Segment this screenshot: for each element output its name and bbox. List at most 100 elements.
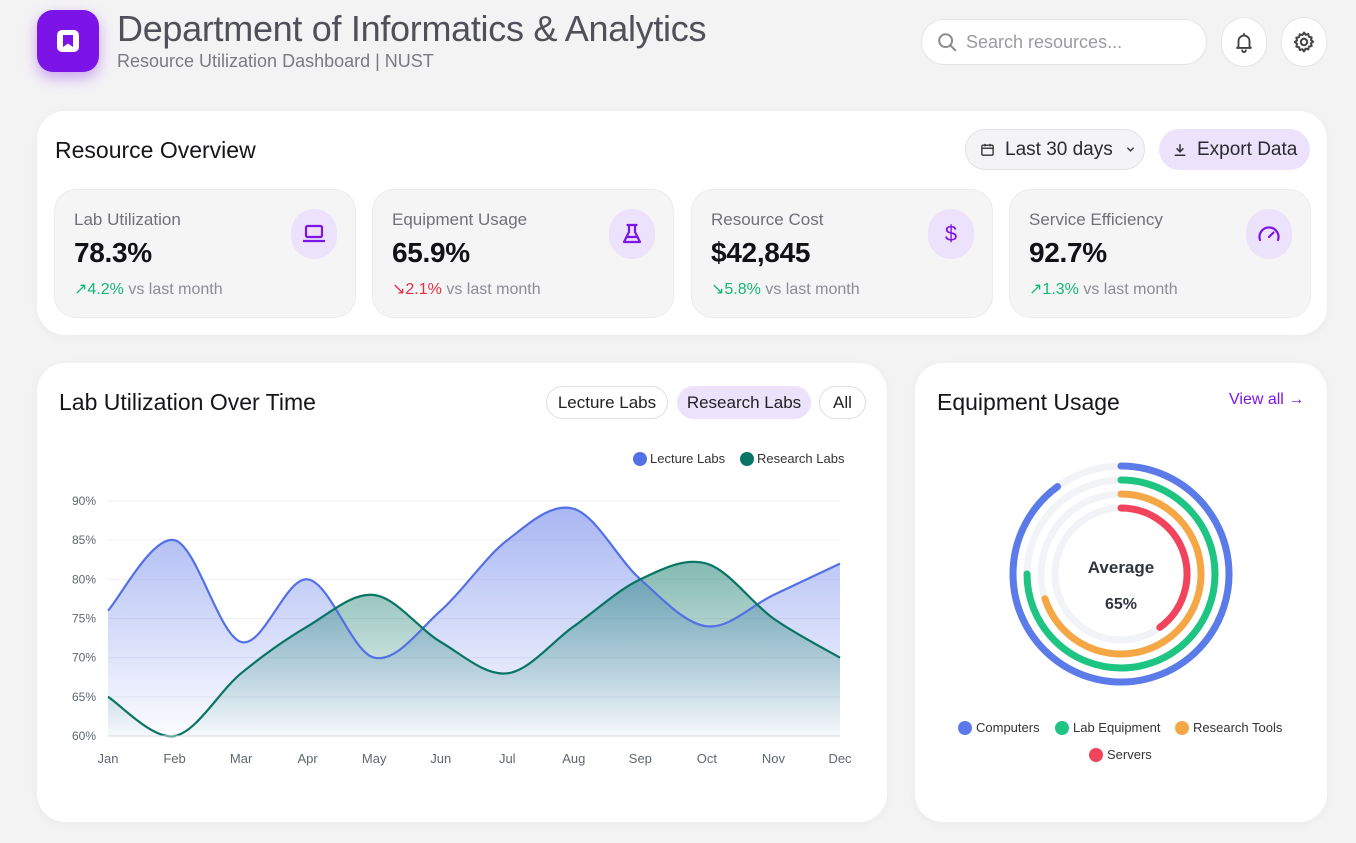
legend-dot	[1175, 721, 1189, 735]
download-icon	[1174, 143, 1186, 156]
resource-overview-card: Resource Overview Last 30 days Export Da…	[37, 111, 1327, 335]
notifications-button[interactable]	[1221, 17, 1267, 67]
trend-up-icon: ↗	[74, 281, 88, 298]
stat-trend: ↘5.8% vs last month	[711, 279, 860, 299]
ring-servers	[1117, 504, 1191, 631]
y-tick-label: 70%	[72, 651, 96, 665]
x-tick-label: Apr	[298, 751, 319, 766]
legend-label: Research Tools	[1193, 720, 1283, 735]
chevron-down-icon	[1126, 147, 1134, 152]
stat-value: $42,845	[711, 237, 811, 268]
x-tick-label: Sep	[629, 751, 652, 766]
stat-card-lab-utilization: Lab Utilization 78.3% ↗4.2% vs last mont…	[54, 189, 356, 318]
stat-label: Resource Cost	[711, 210, 824, 229]
stat-change: 4.2%	[87, 281, 124, 298]
x-tick-label: May	[362, 751, 387, 766]
stat-trend: ↗4.2% vs last month	[74, 279, 223, 299]
center-value: 65%	[1105, 596, 1137, 613]
dashboard: Department of Informatics & Analytics Re…	[10, 0, 1356, 843]
legend-dot	[958, 721, 972, 735]
stat-change-suffix: vs last month	[446, 281, 541, 298]
x-tick-label: Oct	[697, 751, 718, 766]
page-title: Department of Informatics & Analytics	[117, 8, 707, 49]
x-tick-label: Feb	[163, 751, 185, 766]
stat-trend: ↘2.1% vs last month	[392, 279, 541, 299]
stat-card-resource-cost: Resource Cost $42,845 ↘5.8% vs last mont…	[691, 189, 993, 318]
search-icon	[938, 33, 957, 52]
toggle-lecture-labs[interactable]: Lecture Labs	[546, 386, 668, 419]
stat-change: 5.8%	[724, 281, 761, 298]
radial-chart: Average 65% Computers Lab Equipment Research…	[958, 462, 1283, 762]
stat-value: 78.3%	[74, 237, 152, 268]
stat-card-equipment-usage: Equipment Usage 65.9% ↘2.1% vs last mont…	[372, 189, 674, 318]
y-tick-label: 65%	[72, 690, 96, 704]
stat-change-suffix: vs last month	[128, 281, 223, 298]
legend-dot	[1089, 748, 1103, 762]
line-chart: 60% 65% 70% 75% 80% 85% 90% Jan Feb Mar Apr May Jun J…	[72, 451, 852, 766]
lab-utilization-card: Lab Utilization Over Time Lecture Labs R…	[37, 363, 887, 822]
export-data-button[interactable]: Export Data	[1159, 129, 1310, 170]
y-tick-label: 80%	[72, 572, 96, 586]
overview-title: Resource Overview	[55, 137, 256, 163]
dollar-icon: $	[928, 209, 974, 259]
x-tick-label: Jan	[98, 751, 119, 766]
x-tick-label: Nov	[762, 751, 786, 766]
series-line-research-labs	[107, 560, 841, 738]
donut-title: Equipment Usage	[937, 389, 1120, 415]
trend-up-icon: ↗	[1029, 281, 1043, 298]
series-area-research-labs	[108, 561, 840, 737]
calendar-icon	[981, 143, 994, 156]
stat-label: Equipment Usage	[392, 210, 528, 229]
x-tick-label: Aug	[562, 751, 585, 766]
stat-change: 2.1%	[405, 281, 442, 298]
stat-change: 1.3%	[1042, 281, 1079, 298]
toggle-all[interactable]: All	[819, 386, 866, 419]
date-range-dropdown[interactable]: Last 30 days	[965, 129, 1145, 170]
ring-computers	[1009, 462, 1233, 686]
x-tick-label: Jul	[499, 751, 516, 766]
stat-label: Service Efficiency	[1029, 210, 1163, 229]
legend-dot	[740, 452, 754, 466]
legend-label: Servers	[1107, 747, 1152, 762]
stat-change-suffix: vs last month	[1083, 281, 1178, 298]
stat-value: 92.7%	[1029, 237, 1107, 268]
y-tick-label: 60%	[72, 729, 96, 743]
stat-trend: ↗1.3% vs last month	[1029, 279, 1178, 299]
bell-icon	[1236, 32, 1252, 53]
stat-card-service-efficiency: Service Efficiency 92.7% ↗1.3% vs last m…	[1009, 189, 1311, 318]
ring-research-tools	[1041, 490, 1205, 658]
search-box[interactable]	[921, 19, 1207, 65]
export-label: Export Data	[1197, 138, 1298, 160]
stat-label: Lab Utilization	[74, 210, 181, 229]
legend-label: Research Labs	[757, 451, 845, 466]
legend-dot	[633, 452, 647, 466]
stat-change-suffix: vs last month	[765, 281, 860, 298]
search-input[interactable]	[966, 31, 1196, 53]
date-range-label: Last 30 days	[1005, 138, 1113, 160]
laptop-icon	[291, 209, 337, 259]
x-tick-label: Jun	[430, 751, 451, 766]
line-chart-title: Lab Utilization Over Time	[59, 389, 316, 415]
legend-dot	[1055, 721, 1069, 735]
flask-icon	[609, 209, 655, 259]
toggle-research-labs[interactable]: Research Labs	[677, 386, 811, 419]
gauge-icon	[1246, 209, 1292, 259]
y-tick-label: 90%	[72, 494, 96, 508]
view-all-link[interactable]: View all →	[1229, 391, 1305, 408]
series-line-lecture-labs	[107, 506, 841, 660]
y-tick-label: 75%	[72, 612, 96, 626]
trend-down-icon: ↘	[711, 281, 725, 298]
x-tick-label: Mar	[230, 751, 253, 766]
logo-icon	[57, 30, 79, 52]
y-tick-label: 85%	[72, 533, 96, 547]
logo[interactable]	[37, 10, 99, 72]
equipment-usage-card: Equipment Usage View all → Average 65% Com…	[915, 363, 1327, 822]
settings-button[interactable]	[1281, 17, 1327, 67]
legend-label: Computers	[976, 720, 1040, 735]
center-label: Average	[1088, 558, 1154, 577]
legend-label: Lab Equipment	[1073, 720, 1161, 735]
page-subtitle: Resource Utilization Dashboard | NUST	[117, 51, 434, 71]
x-tick-label: Dec	[828, 751, 852, 766]
legend-label: Lecture Labs	[650, 451, 726, 466]
gear-icon	[1293, 31, 1315, 53]
